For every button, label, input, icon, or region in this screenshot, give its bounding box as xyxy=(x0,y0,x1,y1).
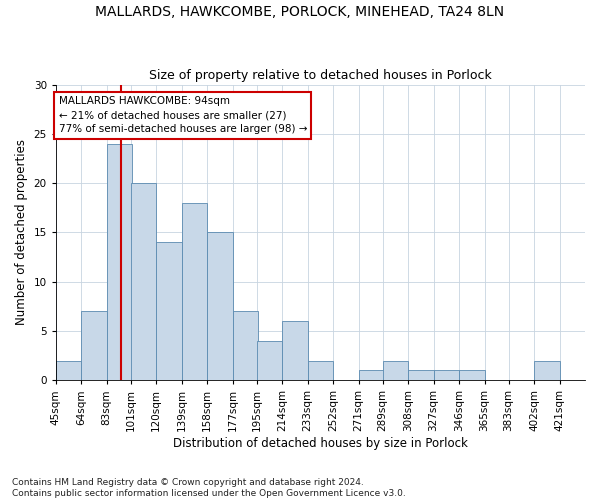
Title: Size of property relative to detached houses in Porlock: Size of property relative to detached ho… xyxy=(149,69,492,82)
X-axis label: Distribution of detached houses by size in Porlock: Distribution of detached houses by size … xyxy=(173,437,468,450)
Bar xyxy=(359,370,384,380)
Bar xyxy=(434,370,459,380)
Text: MALLARDS HAWKCOMBE: 94sqm
← 21% of detached houses are smaller (27)
77% of semi-: MALLARDS HAWKCOMBE: 94sqm ← 21% of detac… xyxy=(59,96,307,134)
Bar xyxy=(308,360,333,380)
Bar xyxy=(282,321,308,380)
Text: Contains HM Land Registry data © Crown copyright and database right 2024.
Contai: Contains HM Land Registry data © Crown c… xyxy=(12,478,406,498)
Bar xyxy=(182,203,207,380)
Bar xyxy=(233,312,258,380)
Y-axis label: Number of detached properties: Number of detached properties xyxy=(15,140,28,326)
Text: MALLARDS, HAWKCOMBE, PORLOCK, MINEHEAD, TA24 8LN: MALLARDS, HAWKCOMBE, PORLOCK, MINEHEAD, … xyxy=(95,5,505,19)
Bar xyxy=(207,232,233,380)
Bar xyxy=(81,312,107,380)
Bar xyxy=(534,360,560,380)
Bar xyxy=(107,144,132,380)
Bar xyxy=(257,341,282,380)
Bar xyxy=(157,242,182,380)
Bar xyxy=(383,360,408,380)
Bar xyxy=(459,370,485,380)
Bar xyxy=(131,183,157,380)
Bar xyxy=(56,360,81,380)
Bar xyxy=(408,370,434,380)
